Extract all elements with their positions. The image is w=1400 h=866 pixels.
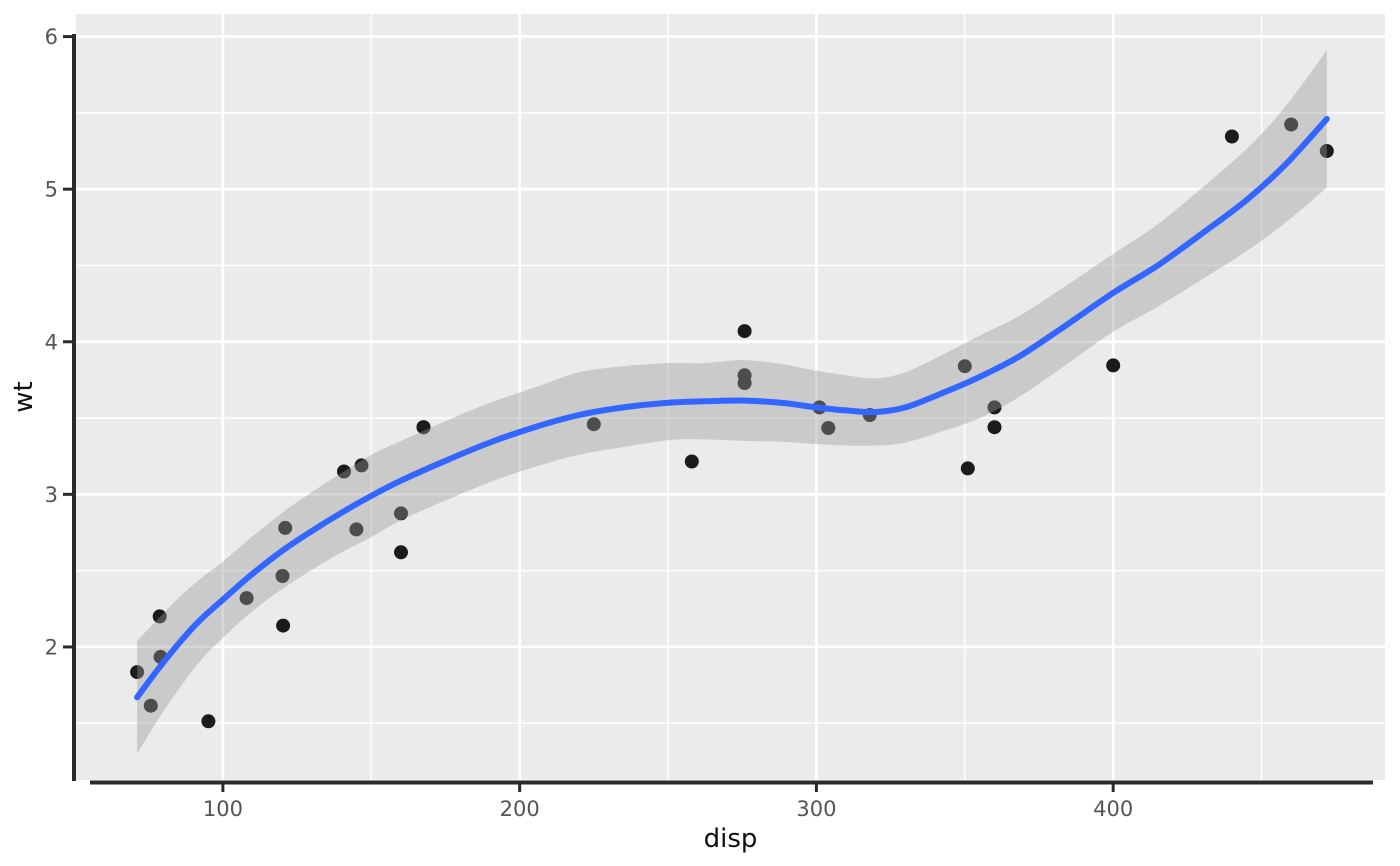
data-point	[737, 368, 752, 383]
data-point	[337, 464, 351, 479]
data-point	[354, 458, 369, 473]
data-point	[957, 359, 972, 374]
data-point	[1284, 117, 1299, 132]
x-tick-label: 200	[500, 797, 540, 821]
data-point	[276, 618, 291, 633]
data-point	[586, 417, 601, 432]
data-point	[394, 545, 408, 560]
y-tick-label: 4	[45, 330, 58, 354]
data-point	[152, 609, 167, 624]
smooth-line	[134, 116, 1330, 701]
x-tick-label: 400	[1093, 797, 1133, 821]
data-point	[821, 421, 836, 435]
y-tick-label: 5	[45, 178, 58, 202]
data-point	[987, 420, 1002, 435]
x-tick-label: 100	[203, 797, 243, 821]
x-tick-label: 300	[796, 797, 836, 821]
panel-background	[76, 14, 1385, 780]
data-point	[1224, 129, 1239, 144]
data-point	[278, 520, 293, 535]
y-tick-label: 3	[45, 483, 58, 507]
data-point	[201, 714, 216, 729]
data-point	[130, 665, 145, 680]
data-point	[394, 506, 408, 521]
data-point	[143, 698, 158, 713]
data-point	[275, 569, 290, 583]
data-point	[1106, 358, 1121, 373]
data-point	[684, 454, 699, 469]
data-point	[960, 461, 975, 476]
data-point	[987, 400, 1002, 415]
data-point	[239, 591, 254, 606]
data-point	[349, 522, 364, 537]
y-tick-label: 6	[45, 25, 58, 49]
data-point	[416, 420, 431, 435]
y-tick-label: 2	[45, 635, 58, 659]
x-axis-title: disp	[703, 824, 758, 854]
data-point	[737, 324, 752, 339]
data-point	[1319, 144, 1334, 158]
y-axis-title: wt	[9, 381, 39, 413]
